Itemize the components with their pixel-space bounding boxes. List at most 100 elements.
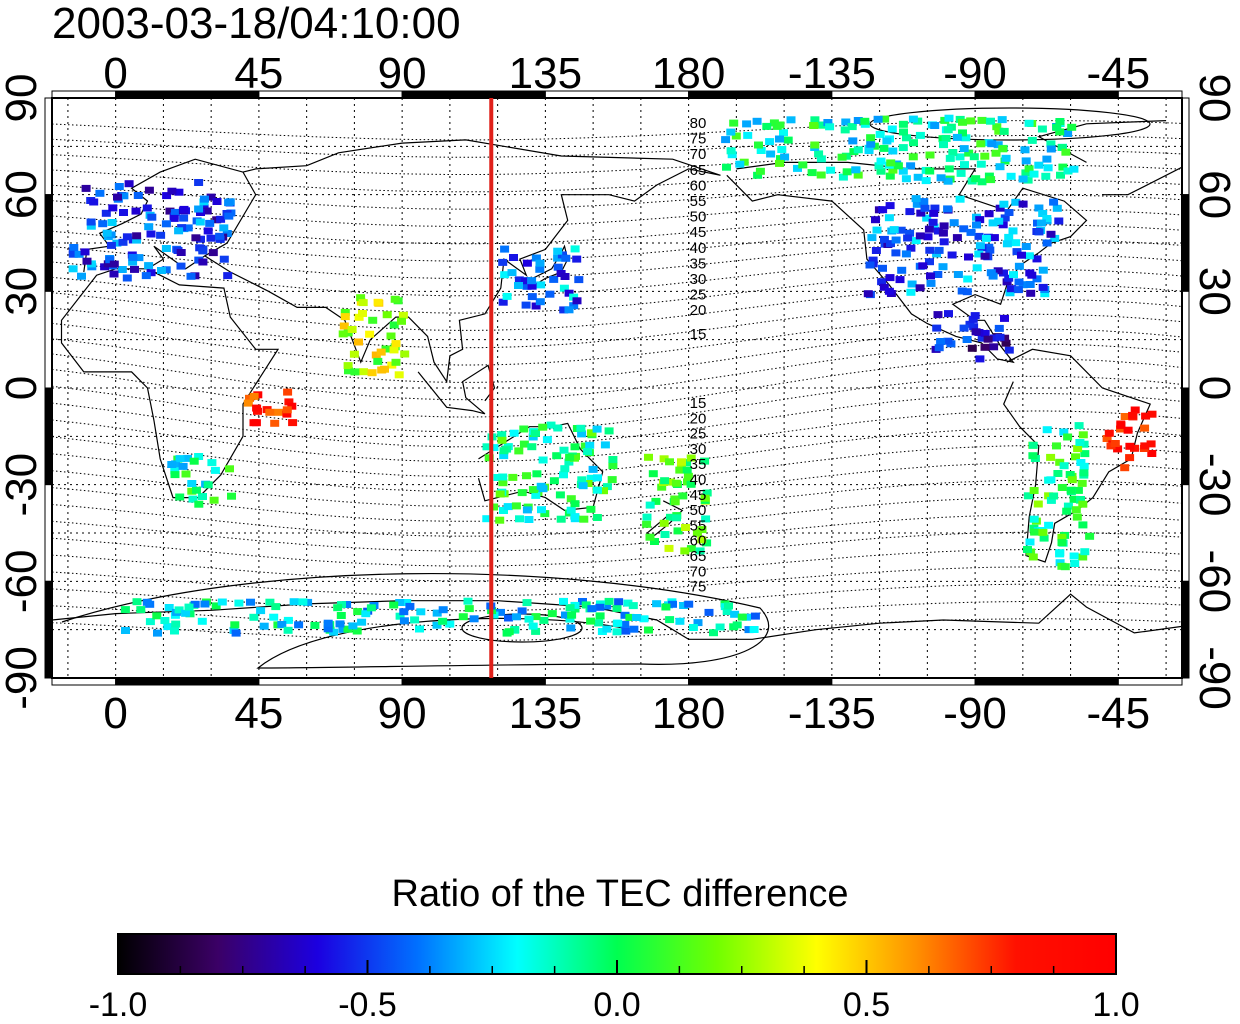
tec-cell <box>933 227 943 235</box>
tec-cell <box>458 613 468 621</box>
longitude-tick-label-top: 45 <box>234 49 283 98</box>
tec-cell <box>175 493 185 501</box>
tec-cell <box>198 247 208 255</box>
tec-cell <box>570 601 580 609</box>
tec-cell <box>960 161 969 169</box>
tec-cell <box>514 282 523 289</box>
tec-cell <box>499 507 508 514</box>
tec-cell <box>872 226 882 234</box>
tec-cell <box>469 615 479 623</box>
tec-cell <box>970 312 980 320</box>
tec-cell <box>879 235 889 243</box>
contour-label: 35 <box>690 255 707 272</box>
tec-cell <box>863 290 873 298</box>
tec-cell <box>939 141 948 149</box>
tec-cell <box>1042 239 1052 247</box>
tec-cell <box>366 604 376 612</box>
tec-cell <box>514 276 524 284</box>
tec-cell <box>651 497 661 505</box>
tec-cell <box>885 172 895 180</box>
contour-label: 60 <box>690 177 707 194</box>
tec-cell <box>130 265 139 273</box>
tec-cell <box>726 128 736 136</box>
tec-cell <box>1004 274 1014 282</box>
tec-cell <box>198 258 208 266</box>
tec-cell <box>865 261 875 269</box>
tec-cell <box>225 465 234 473</box>
colorbar-title: Ratio of the TEC difference <box>391 873 849 915</box>
tec-cell <box>915 284 925 292</box>
tec-cell <box>1029 170 1039 178</box>
tec-cell <box>998 221 1008 229</box>
tec-cell <box>323 619 333 627</box>
tec-cell <box>594 619 604 627</box>
tec-cell <box>528 622 538 630</box>
tec-cell <box>535 265 545 273</box>
tec-cell <box>964 253 973 261</box>
tec-cell <box>860 117 870 125</box>
tec-cell <box>194 453 204 460</box>
tec-cell <box>888 147 898 155</box>
tec-cell <box>209 496 219 504</box>
contour-label: 35 <box>690 456 707 473</box>
tec-cell <box>176 262 186 270</box>
contour-label: 65 <box>690 548 707 565</box>
tec-cell <box>224 212 234 220</box>
tec-cell <box>367 369 377 377</box>
tec-cell <box>95 189 105 197</box>
frame-bar-segment <box>258 677 403 686</box>
latitude-tick-label-right: 0 <box>1190 376 1239 400</box>
tec-cell <box>898 167 908 175</box>
longitude-tick-label-bottom: -45 <box>1087 689 1151 738</box>
tec-cell <box>415 625 424 633</box>
tec-cell <box>644 626 653 634</box>
tec-cell <box>842 168 852 176</box>
tec-cell <box>848 137 858 145</box>
contour-label: 20 <box>690 410 707 427</box>
tec-cell <box>1039 534 1049 542</box>
tec-cell <box>686 480 696 488</box>
tec-cell <box>537 506 546 514</box>
tec-cell <box>1080 548 1090 556</box>
tec-cell <box>498 298 508 306</box>
longitude-frame-bar-top <box>51 90 1183 99</box>
tec-cell <box>670 498 680 506</box>
tec-cell <box>128 253 138 261</box>
tec-cell <box>564 289 574 297</box>
tec-cell <box>310 621 320 629</box>
tec-cell <box>176 249 186 256</box>
tec-cell <box>564 458 574 466</box>
tec-cell <box>98 220 108 228</box>
tec-cell <box>947 251 957 259</box>
tec-cell <box>665 458 674 466</box>
tec-cell <box>645 501 655 509</box>
tec-cell <box>128 258 138 266</box>
tec-cell <box>1021 169 1031 177</box>
tec-cell <box>124 180 134 188</box>
magnetic-latitude-contour <box>52 120 1182 141</box>
tec-cell <box>965 320 975 328</box>
tec-cell <box>724 602 733 610</box>
tec-cell <box>445 620 455 628</box>
tec-cell <box>939 238 949 246</box>
contour-label: 25 <box>690 287 707 304</box>
tec-cell <box>766 150 776 158</box>
magnetic-latitude-contour <box>52 254 1182 297</box>
tec-cell <box>377 366 387 374</box>
tec-cell <box>542 436 552 444</box>
tec-cell <box>416 608 426 616</box>
tec-cell <box>354 313 364 321</box>
tec-cell <box>780 153 790 161</box>
tec-cell <box>1001 154 1011 162</box>
tec-cell <box>359 368 368 376</box>
tec-cell <box>686 454 696 462</box>
tec-cell <box>585 441 595 449</box>
tec-cell <box>249 392 259 400</box>
tec-cell <box>989 343 999 351</box>
tec-cell <box>1041 172 1051 180</box>
tec-cell <box>1037 125 1047 133</box>
tec-cell <box>113 193 122 201</box>
tec-cell <box>402 599 412 606</box>
tec-cell <box>1026 289 1036 297</box>
tec-cell <box>274 408 283 416</box>
